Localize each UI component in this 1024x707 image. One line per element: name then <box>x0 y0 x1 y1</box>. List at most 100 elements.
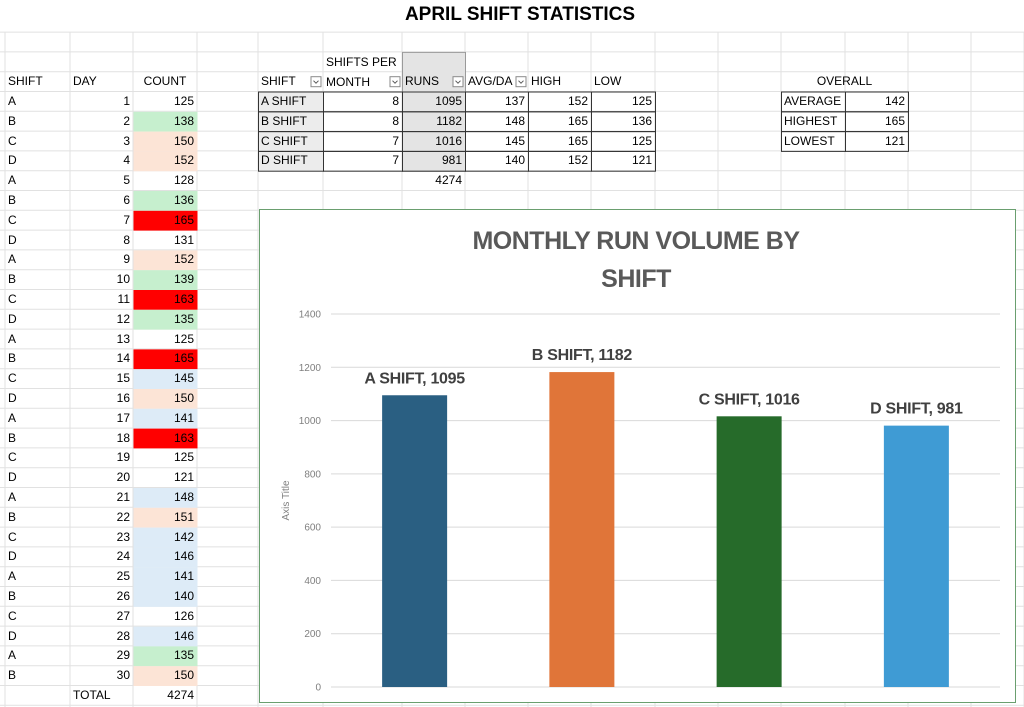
cell: 150 <box>173 391 194 405</box>
cell: 18 <box>116 430 130 445</box>
cell: 141 <box>173 410 194 425</box>
cell: 981 <box>441 153 462 168</box>
cell: LOWEST <box>784 133 835 148</box>
cell-box <box>133 567 198 587</box>
cell: C <box>8 212 17 227</box>
cell: 165 <box>173 351 194 366</box>
cell: 152 <box>173 153 194 168</box>
cell: 2 <box>123 113 130 128</box>
cell: AVERAGE <box>784 94 842 108</box>
cell: A <box>8 173 17 188</box>
cell: B <box>8 509 17 524</box>
cell: C <box>8 529 17 544</box>
cell: HIGHEST <box>784 113 838 128</box>
cell-box <box>133 389 198 409</box>
cell: B <box>8 351 17 366</box>
cell: B <box>8 430 17 445</box>
y-tick-label: 1200 <box>299 363 322 374</box>
cell: 8 <box>392 113 399 128</box>
cell: OVERALL <box>816 74 873 89</box>
cell-box <box>133 250 198 271</box>
cell: 125 <box>173 331 194 346</box>
cell: 152 <box>173 252 194 267</box>
cell: 17 <box>116 410 130 425</box>
cell-box <box>133 111 198 132</box>
cell: 145 <box>504 133 525 148</box>
cell-box <box>133 191 198 211</box>
cell-box <box>133 408 198 429</box>
cell: 135 <box>173 311 194 326</box>
cell: 7 <box>123 212 130 227</box>
cell: 16 <box>116 391 130 405</box>
cell-box <box>133 131 198 152</box>
cell: 12 <box>116 311 130 326</box>
cell: SHIFT <box>261 74 296 89</box>
y-tick-label: 800 <box>304 469 321 480</box>
cell: 131 <box>173 232 194 247</box>
cell: LOW <box>594 74 622 89</box>
cell-box <box>133 151 198 172</box>
cell: D <box>8 628 17 643</box>
cell: 8 <box>392 94 399 108</box>
data-label: D SHIFT, 981 <box>870 401 963 418</box>
cell: 125 <box>631 133 652 148</box>
cell: 165 <box>567 133 588 148</box>
y-tick-label: 1400 <box>299 310 322 321</box>
cell: 142 <box>173 529 194 544</box>
cell-box <box>133 369 198 389</box>
cell: D <box>8 470 17 485</box>
cell: C <box>8 608 17 623</box>
cell: C SHIFT <box>261 133 308 148</box>
cell: A SHIFT <box>261 94 307 108</box>
cell: 4274 <box>435 173 462 188</box>
filter-button <box>389 76 401 88</box>
cell: 1182 <box>436 113 462 128</box>
cell-box <box>133 507 198 528</box>
cell-box <box>133 290 198 310</box>
cell: 138 <box>173 113 194 128</box>
cell: 5 <box>123 173 130 188</box>
cell: 1095 <box>435 94 462 108</box>
cell: A <box>8 410 17 425</box>
cell: 128 <box>173 173 194 188</box>
cell: SHIFTS PER MONTH <box>326 55 397 90</box>
cell: 19 <box>116 450 130 465</box>
cell: 6 <box>123 193 130 207</box>
cell: 1016 <box>435 133 462 148</box>
cell: 139 <box>173 272 194 287</box>
cell: RUNS <box>405 74 440 89</box>
cell: 136 <box>631 113 652 128</box>
cell: 7 <box>392 133 399 148</box>
y-axis-title: Axis Title <box>281 480 292 520</box>
cell: 29 <box>116 648 130 663</box>
y-tick-label: 400 <box>304 576 321 587</box>
cell: 9 <box>123 252 130 267</box>
cell: A <box>8 331 17 346</box>
bar <box>883 425 949 687</box>
cell: 25 <box>116 569 130 584</box>
chart-title: MONTHLY RUN VOLUME BY SHIFT <box>472 227 800 293</box>
cell-box <box>133 309 198 330</box>
cell: 10 <box>116 272 130 287</box>
cell: DAY <box>73 74 97 89</box>
cell: 4274 <box>167 688 194 702</box>
cell: AVG/DA <box>468 74 513 89</box>
cell: 146 <box>173 549 194 564</box>
cell: D <box>8 549 17 564</box>
cell: C <box>8 371 17 386</box>
data-label: C SHIFT, 1016 <box>699 391 800 408</box>
cell-box <box>133 270 198 290</box>
filter-arrow <box>313 80 319 84</box>
cell: 165 <box>173 212 194 227</box>
cell-box <box>133 349 198 370</box>
cell: 140 <box>173 589 194 603</box>
cell: 163 <box>173 430 194 445</box>
filter-button <box>310 76 322 88</box>
cell: 141 <box>173 569 194 584</box>
filter-button <box>515 76 527 88</box>
cell: 136 <box>173 193 194 207</box>
cell: 3 <box>123 133 130 148</box>
cell: A <box>8 94 17 108</box>
cell: 1 <box>123 94 130 108</box>
